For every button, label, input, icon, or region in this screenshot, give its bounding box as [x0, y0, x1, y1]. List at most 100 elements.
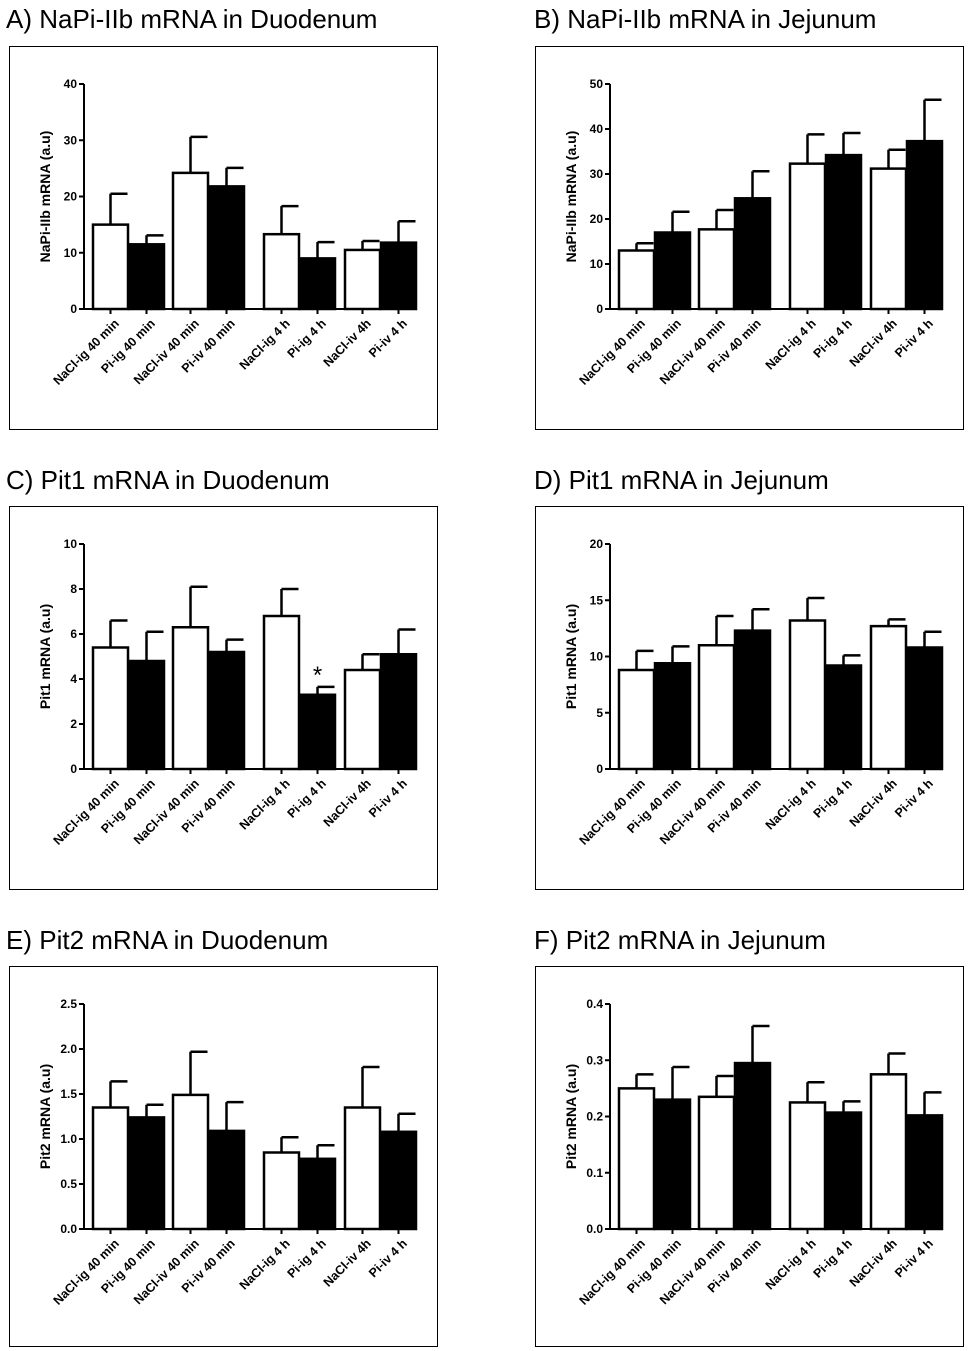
- bar: [91, 646, 130, 771]
- bar: [207, 1129, 246, 1231]
- bar: [697, 644, 736, 771]
- x-tick-label: Pi-iv 4 h: [892, 776, 936, 820]
- panel-f-frame: Pit2 mRNA (a.u) 0.0 0.1 0.2 0.3 0.4 NaCl-ig 40…: [535, 966, 964, 1347]
- x-tick-label: NaCl-ig 4 h: [237, 776, 293, 832]
- y-tick-label: 0.0: [586, 1222, 603, 1236]
- x-tick-label: Pi-ig 4 h: [811, 316, 855, 360]
- bar: [697, 228, 736, 311]
- bar: [905, 646, 944, 771]
- x-tick-label: Pi-ig 4 h: [285, 1236, 329, 1280]
- y-tick-label: 10: [64, 537, 78, 551]
- x-tick-label: NaCl-iv 4h: [847, 1236, 900, 1289]
- bar: [733, 629, 772, 771]
- y-tick-label: 0: [596, 762, 603, 776]
- x-tick-label: NaCl-ig 4 h: [237, 316, 293, 372]
- panel-d-frame: Pit1 mRNA (a.u) 0 5 10 15 20 NaCl-ig 40 min Pi-…: [535, 506, 964, 890]
- y-tick-label: 20: [64, 190, 78, 204]
- y-axis-label: NaPi-IIb mRNA (a.u): [563, 131, 579, 263]
- bar: [298, 257, 337, 311]
- y-tick-label: 50: [590, 77, 604, 91]
- panel-a-frame: NaPi-IIb mRNA (a.u) 0 10 20 30 40 NaCl-ig 40 m…: [9, 46, 438, 430]
- x-tick-label: NaCl-ig 4 h: [237, 1236, 293, 1292]
- panel-b-frame: NaPi-IIb mRNA (a.u) 0 10 20 30 40 50 NaCl-ig 40…: [535, 46, 964, 430]
- bar: [869, 167, 908, 311]
- bar: [207, 185, 246, 311]
- bar: [824, 1111, 863, 1231]
- bar: [788, 1101, 827, 1231]
- y-tick-label: 20: [590, 212, 604, 226]
- bar: [379, 653, 418, 771]
- bar: [733, 197, 772, 311]
- x-tick-label: Pi-ig 4 h: [811, 1236, 855, 1280]
- y-tick-label: 0.5: [60, 1177, 77, 1191]
- panel-d-title: D) Pit1 mRNA in Jejunum: [534, 465, 829, 495]
- y-tick-label: 4: [70, 672, 77, 686]
- bar: [343, 668, 382, 771]
- x-tick-label: NaCl-ig 4 h: [763, 776, 819, 832]
- panel-b-title: B) NaPi-IIb mRNA in Jejunum: [534, 4, 877, 34]
- y-axis-label: NaPi-IIb mRNA (a.u): [37, 131, 53, 263]
- y-tick-label: 40: [590, 122, 604, 136]
- significance-marker: *: [313, 662, 322, 689]
- y-axis-label: Pit2 mRNA (a.u): [37, 1064, 53, 1169]
- y-tick-label: 2.5: [60, 997, 77, 1011]
- bar: [733, 1061, 772, 1231]
- x-tick-label: Pi-iv 4 h: [892, 1236, 936, 1280]
- x-tick-label: NaCl-ig 4 h: [763, 316, 819, 372]
- panel-c-frame: Pit1 mRNA (a.u) 0 2 4 6 8 10 NaCl-ig 40 min Pi-i…: [9, 506, 438, 890]
- y-tick-label: 8: [70, 582, 77, 596]
- x-tick-label: NaCl-ig 4 h: [763, 1236, 819, 1292]
- y-tick-label: 6: [70, 627, 77, 641]
- bar: [171, 171, 210, 311]
- bar: [824, 153, 863, 311]
- bar: [298, 693, 337, 771]
- y-tick-label: 0.0: [60, 1222, 77, 1236]
- x-tick-label: Pi-ig 4 h: [285, 776, 329, 820]
- bar: [171, 626, 210, 771]
- bar: [905, 1114, 944, 1231]
- x-tick-label: NaCl-iv 4h: [321, 316, 374, 369]
- x-tick-label: Pi-iv 4 h: [366, 776, 410, 820]
- bar: [127, 1116, 166, 1231]
- y-tick-label: 0: [70, 762, 77, 776]
- bar: [262, 232, 301, 311]
- bar: [788, 619, 827, 771]
- panel-e-frame: Pit2 mRNA (a.u) 0.0 0.5 1.0 1.5 2.0 2.5 NaCl-ig…: [9, 966, 438, 1347]
- x-tick-label: NaCl-iv 4h: [847, 776, 900, 829]
- y-tick-label: 15: [590, 593, 604, 607]
- bar: [653, 1098, 692, 1231]
- bar: [127, 243, 166, 311]
- y-tick-label: 40: [64, 77, 78, 91]
- y-tick-label: 0: [596, 302, 603, 316]
- y-tick-label: 0.4: [586, 997, 603, 1011]
- bar: [869, 624, 908, 771]
- bar: [617, 668, 656, 771]
- bar: [617, 1087, 656, 1231]
- bar: [788, 162, 827, 311]
- bar: [617, 249, 656, 311]
- bar: [127, 659, 166, 771]
- bar: [379, 241, 418, 311]
- panel-a-title: A) NaPi-IIb mRNA in Duodenum: [6, 4, 378, 34]
- bar: [343, 1106, 382, 1231]
- y-tick-label: 0.2: [586, 1110, 603, 1124]
- x-tick-label: Pi-ig 4 h: [285, 316, 329, 360]
- bar: [171, 1093, 210, 1231]
- x-tick-label: NaCl-iv 4h: [321, 1236, 374, 1289]
- panel-f-title: F) Pit2 mRNA in Jejunum: [534, 925, 826, 955]
- y-tick-label: 10: [590, 650, 604, 664]
- y-tick-label: 10: [64, 246, 78, 260]
- y-tick-label: 1.5: [60, 1087, 77, 1101]
- x-tick-label: NaCl-iv 4h: [321, 776, 374, 829]
- bar: [298, 1157, 337, 1231]
- bar: [697, 1095, 736, 1231]
- y-tick-label: 30: [64, 133, 78, 147]
- bar: [91, 223, 130, 311]
- x-tick-label: Pi-iv 4 h: [366, 1236, 410, 1280]
- x-tick-label: NaCl-iv 4h: [847, 316, 900, 369]
